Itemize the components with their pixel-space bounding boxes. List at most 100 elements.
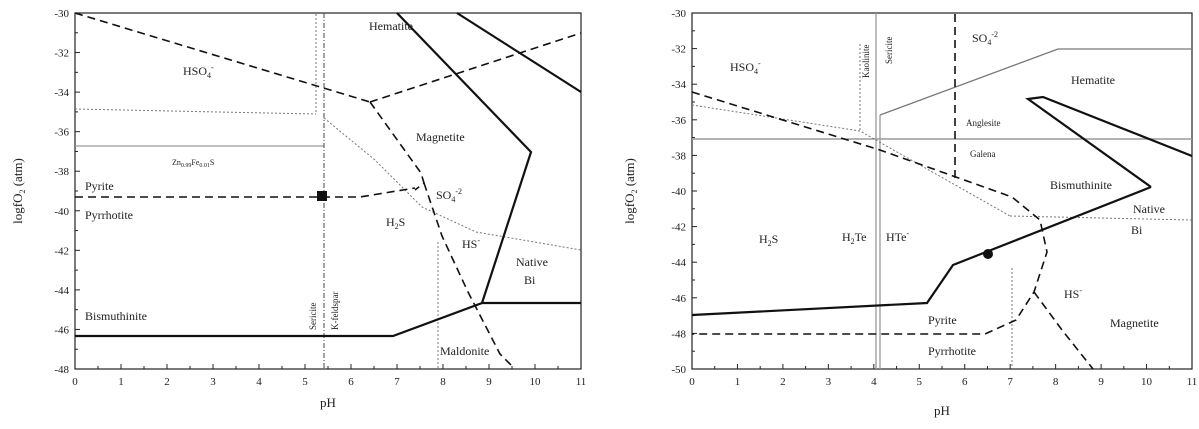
right-label-kaolinite: Kaolinite: [861, 45, 871, 79]
left-label-bismuthinite: Bismuthinite: [85, 309, 147, 323]
l-x-tick-label: 7: [394, 376, 400, 388]
r-y-tick-label: -34: [671, 79, 686, 91]
left-label-hso4: HSO4-: [183, 63, 214, 80]
r-y-tick-label: -38: [671, 150, 686, 162]
right-label-pyrite: Pyrite: [928, 313, 957, 327]
right-dotted-1: [691, 104, 1011, 217]
left-label-hematite: Hematite: [369, 19, 413, 33]
r-y-tick-label: -30: [671, 8, 686, 20]
r-x-tick-label: 8: [1053, 376, 1059, 388]
l-x-tick-label: 8: [440, 376, 446, 388]
r-x-tick-label: 9: [1098, 376, 1104, 388]
r-y-tick-label: -48: [671, 328, 686, 340]
r-x-tick-label: 4: [871, 376, 877, 388]
left-label-znfes: Zn0.99Fe0.01S: [172, 158, 214, 169]
right-label-h2te: H2Te: [842, 230, 867, 246]
left-dashed-upper: [369, 32, 582, 103]
left-dashed-mid: [369, 101, 425, 191]
right-label-hs: HS-: [1064, 286, 1082, 301]
left-solid-main: [75, 12, 533, 338]
l-x-tick-label: 5: [302, 376, 308, 388]
right-label-hematite: Hematite: [1071, 73, 1115, 87]
right-round-marker: [983, 249, 993, 259]
left-x-axis-label: pH: [320, 395, 336, 410]
r-x-tick-label: 0: [689, 376, 695, 388]
l-x-tick-label: 10: [530, 376, 542, 388]
r-x-tick-label: 5: [917, 376, 923, 388]
l-y-tick-label: -34: [54, 87, 69, 99]
left-label-kfeldspar: K-feldspar: [330, 292, 340, 330]
right-label-so4: SO4-2: [972, 30, 998, 47]
left-label-pyrite: Pyrite: [85, 179, 114, 193]
l-x-tick-label: 1: [118, 376, 124, 388]
left-label-magnetite: Magnetite: [416, 130, 465, 144]
left-diagram: 0 1 2 3 4 5 6 7 8 9 10 11 -30-32-34-36-38-40-42-44-…: [10, 8, 586, 410]
left-label-native: Native: [516, 255, 548, 269]
left-label-maldonite: Maldonite: [440, 344, 489, 358]
r-y-tick-label: -46: [671, 293, 686, 305]
r-x-tick-label: 11: [1187, 376, 1198, 388]
l-x-tick-label: 3: [210, 376, 216, 388]
r-y-tick-label: -36: [671, 115, 686, 127]
right-label-bismuthinite: Bismuthinite: [1050, 178, 1112, 192]
left-y-ticks: -30 -32 -34 -36 -38 -40 -42 -44 -46 -48: [54, 8, 80, 376]
left-dotted-3: [323, 117, 582, 251]
right-x-ticks: 0 1 2 3 4 5 6 7 8 9 10 11: [689, 364, 1197, 388]
r-x-tick-label: 1: [735, 376, 741, 388]
right-label-hso4: HSO4-: [730, 59, 761, 76]
left-label-so4: SO4-2: [436, 187, 462, 204]
l-x-tick-label: 11: [576, 376, 587, 388]
right-label-pyrrhotite: Pyrrhotite: [928, 344, 976, 358]
right-label-native: Native: [1133, 202, 1165, 216]
right-y-axis-label: logfO2 (atm): [622, 158, 639, 224]
l-x-tick-label: 4: [256, 376, 262, 388]
l-y-tick-label: -40: [54, 206, 69, 218]
left-label-hs: HS-: [462, 236, 480, 251]
r-x-tick-label: 3: [826, 376, 832, 388]
left-dotted-1: [74, 108, 317, 115]
right-label-anglesite: Anglesite: [966, 118, 1001, 128]
l-y-tick-label: -38: [54, 166, 69, 178]
right-solid-upper: [1025, 95, 1193, 188]
right-label-hte: HTe-: [886, 229, 909, 244]
left-square-marker: [317, 191, 327, 201]
l-x-tick-label: 0: [72, 376, 78, 388]
left-plot-frame: [74, 12, 582, 370]
r-y-tick-label: -32: [671, 44, 686, 56]
l-y-tick-label: -36: [54, 127, 69, 139]
r-y-tick-label: -40: [671, 186, 686, 198]
left-dashed-low: [423, 182, 515, 369]
right-dashed-low: [1033, 291, 1094, 370]
left-dashed-hso4: [74, 12, 371, 103]
left-x-ticks: 0 1 2 3 4 5 6 7 8 9 10 11: [72, 364, 586, 388]
right-gray-hematite-boundary: [879, 48, 1192, 116]
right-solid-main: [691, 185, 1152, 317]
r-x-tick-label: 2: [780, 376, 786, 388]
r-x-tick-label: 7: [1007, 376, 1013, 388]
left-label-bi: Bi: [524, 273, 536, 287]
l-x-tick-label: 2: [164, 376, 170, 388]
r-y-tick-label: -42: [671, 222, 686, 234]
left-label-h2s: H2S: [386, 215, 405, 231]
r-y-tick-label: -50: [671, 364, 686, 376]
left-y-axis-label: logfO2 (atm): [10, 158, 27, 224]
right-diagram: 0 1 2 3 4 5 6 7 8 9 10 11 -30-32-34-36-38-40-42-44-…: [622, 8, 1197, 418]
l-y-tick-label: -46: [54, 324, 69, 336]
r-x-tick-label: 10: [1141, 376, 1153, 388]
l-y-tick-label: -42: [54, 245, 69, 257]
right-dashed-pyrite: [691, 91, 1048, 335]
right-label-galena: Galena: [970, 149, 995, 159]
l-y-tick-label: -44: [54, 285, 69, 297]
right-y-ticks: -30 -32 -34 -36 -38 -40 -42 -44 -46 -48 -50: [671, 8, 697, 376]
left-dashed-pyrite: [75, 187, 416, 198]
right-label-sericite: Sericite: [884, 37, 894, 65]
r-x-tick-label: 6: [962, 376, 968, 388]
l-x-tick-label: 6: [348, 376, 354, 388]
right-x-axis-label: pH: [934, 403, 950, 418]
r-y-tick-label: -44: [671, 257, 686, 269]
left-label-pyrrhotite: Pyrrhotite: [85, 208, 133, 222]
right-label-magnetite: Magnetite: [1110, 316, 1159, 330]
l-y-tick-label: -48: [54, 364, 69, 376]
l-y-tick-label: -32: [54, 48, 69, 60]
